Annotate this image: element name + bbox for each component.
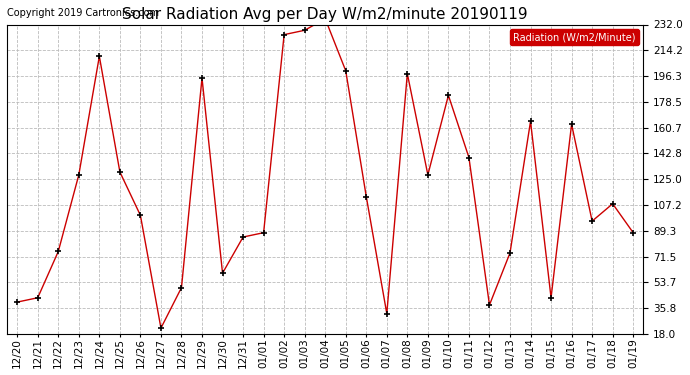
Title: Solar Radiation Avg per Day W/m2/minute 20190119: Solar Radiation Avg per Day W/m2/minute … bbox=[122, 7, 528, 22]
Text: Copyright 2019 Cartronics.com: Copyright 2019 Cartronics.com bbox=[7, 8, 159, 18]
Legend: Radiation (W/m2/Minute): Radiation (W/m2/Minute) bbox=[511, 29, 639, 45]
